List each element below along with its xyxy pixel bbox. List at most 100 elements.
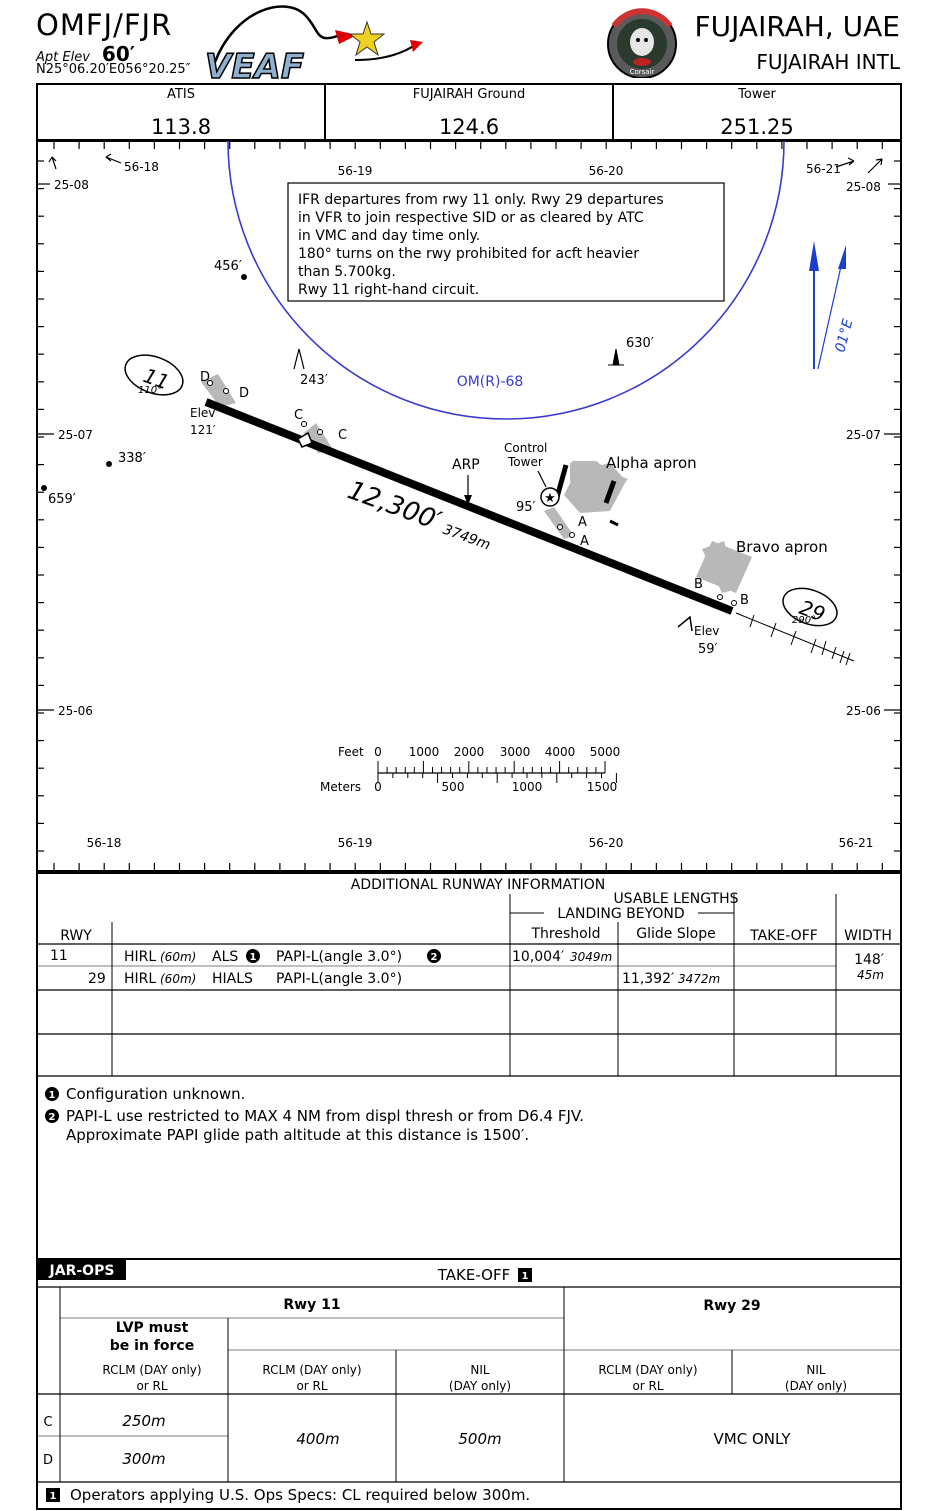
lon-label-top: 56-21 (806, 162, 841, 176)
note-marker: 2 (431, 952, 438, 963)
airport-diagram: OM(R)-68 56-18 56-19 56-20 56-21 25-08 2… (36, 141, 902, 872)
vmc-only: VMC ONLY (714, 1430, 792, 1448)
lat-label: 25-08 (54, 178, 89, 192)
apt-elev: Apt Elev 60′ (36, 42, 135, 66)
taxiway-label: D (200, 370, 210, 385)
badge-text: Corsair (630, 68, 655, 76)
rwy11-elev-value: 121′ (190, 423, 216, 437)
freq-ground: FUJAIRAH Ground 124.6 (324, 83, 614, 141)
chart-ticks (36, 141, 902, 871)
notice-box (287, 182, 725, 302)
variation-label: 01°E (832, 317, 856, 354)
lat-label: 25-06 (846, 704, 881, 718)
lat-label: 25-07 (58, 428, 93, 442)
note-marker: 1 (250, 952, 257, 963)
notice-line: IFR departures from rwy 11 only. Rwy 29 … (298, 192, 664, 208)
scale-feet-label: Feet (338, 745, 364, 759)
alpha-apron-body (564, 463, 626, 513)
nil-line: (DAY only) (785, 1379, 847, 1393)
airport-code: OMFJ/FJR (36, 8, 173, 42)
obstacle-label: 338′ (118, 451, 146, 466)
note-marker: 2 (49, 1112, 56, 1123)
nil-line: NIL (806, 1363, 826, 1377)
notice-line: in VMC and day time only. (298, 228, 480, 244)
row-rwy: 29 (88, 971, 106, 987)
freq-value: 113.8 (150, 115, 212, 139)
obstacle-label: 243′ (300, 373, 328, 388)
taxiway-label: A (578, 515, 587, 530)
arp-label: ARP (452, 457, 480, 473)
row-hirl-len: (60m) (160, 950, 196, 964)
lat-label: 25-07 (846, 428, 881, 442)
scale-bar: Feet 0 1000 2000 3000 4000 5000 Meters 0… (320, 745, 620, 794)
notice-line: 180° turns on the rwy prohibited for acf… (298, 246, 639, 262)
rclm-line: RCLM (DAY only) (262, 1363, 361, 1377)
runway-length-ft: 12,300′ (344, 475, 445, 536)
veaf-logo: VEAF (204, 5, 423, 82)
obstacle-label: 456′ (214, 259, 242, 274)
tower-label: Control (504, 441, 547, 455)
taxiway-label: A (580, 534, 589, 549)
scale-tick: 2000 (454, 745, 485, 759)
scale-tick: 5000 (590, 745, 621, 759)
c-lvp: 250m (122, 1412, 165, 1430)
runway-info-section: ADDITIONAL RUNWAY INFORMATION USABLE LEN… (36, 872, 902, 1258)
row-glide-ft: 11,392′ (622, 971, 674, 987)
lat-label: 25-08 (846, 180, 881, 194)
jar-ops-label: JAR-OPS (49, 1263, 115, 1279)
approach-lights (735, 612, 855, 666)
airport-coords: N25°06.20′E056°20.25″ (36, 62, 191, 77)
rwy29-heading: 290° (792, 615, 816, 626)
freq-label: FUJAIRAH Ground (412, 87, 526, 102)
row-rwy: 11 (50, 948, 68, 964)
col-rwy: RWY (60, 928, 92, 944)
obstacle-dot (41, 485, 47, 491)
col-glide-slope: Glide Slope (636, 926, 715, 942)
rclm-line: or RL (136, 1379, 167, 1393)
rwy11-heading: 110° (138, 385, 162, 396)
scale-meters-label: Meters (320, 780, 361, 794)
takeoff-footnote: Operators applying U.S. Ops Specs: CL re… (70, 1486, 530, 1504)
taxiway-label: C (338, 428, 347, 443)
note2-icon (45, 1109, 59, 1123)
rclm-line: RCLM (DAY only) (598, 1363, 697, 1377)
taxiway-label: C (294, 408, 303, 423)
obstacle-label: 630′ (626, 336, 654, 351)
row-threshold-ft: 10,004′ (512, 949, 564, 965)
taxiway-label: B (740, 593, 749, 608)
rwy29-col: Rwy 29 (703, 1298, 760, 1314)
scale-tick: 4000 (545, 745, 576, 759)
row-d: D (43, 1453, 53, 1468)
note1-marker-icon (246, 949, 260, 963)
lon-label-bottom: 56-21 (839, 836, 874, 850)
row-threshold-m: 3049m (570, 950, 612, 964)
scale-tick: 0 (374, 745, 382, 759)
rclm-line: or RL (296, 1379, 327, 1393)
row-width-ft: 148′ (854, 952, 884, 968)
rwy11-elev-label: Elev (190, 406, 215, 420)
apron-edge (603, 480, 617, 504)
notice-line: than 5.700kg. (298, 264, 396, 280)
nil-line: NIL (470, 1363, 490, 1377)
rclm-line: or RL (632, 1379, 663, 1393)
row-width-m: 45m (857, 968, 884, 982)
runway-length-m: 3749m (441, 522, 493, 554)
apt-elev-value: 60′ (101, 42, 136, 66)
obstacle-dot (106, 461, 112, 467)
note1-icon (45, 1087, 59, 1101)
freq-label: ATIS (167, 87, 195, 102)
row-hirl: HIRL (124, 949, 156, 965)
restricted-area-label: OM(R)-68 (457, 374, 524, 390)
takeoff-section: JAR-OPS TAKE-OFF 1 Rwy 11 Rwy 29 LVP mus… (36, 1258, 902, 1510)
col-takeoff: TAKE-OFF (749, 928, 818, 944)
freq-label: Tower (738, 87, 776, 102)
tower-height: 95′ (516, 500, 536, 515)
d-lvp: 300m (122, 1450, 165, 1468)
lon-label-top: 56-20 (589, 164, 624, 178)
runway-info-title: ADDITIONAL RUNWAY INFORMATION (351, 877, 605, 893)
lvp-line: be in force (110, 1338, 194, 1354)
obstacle-lit-icon (608, 348, 624, 366)
col-width: WIDTH (844, 928, 892, 944)
takeoff-marker: 1 (522, 1271, 529, 1282)
row-als: HIALS (212, 971, 253, 987)
